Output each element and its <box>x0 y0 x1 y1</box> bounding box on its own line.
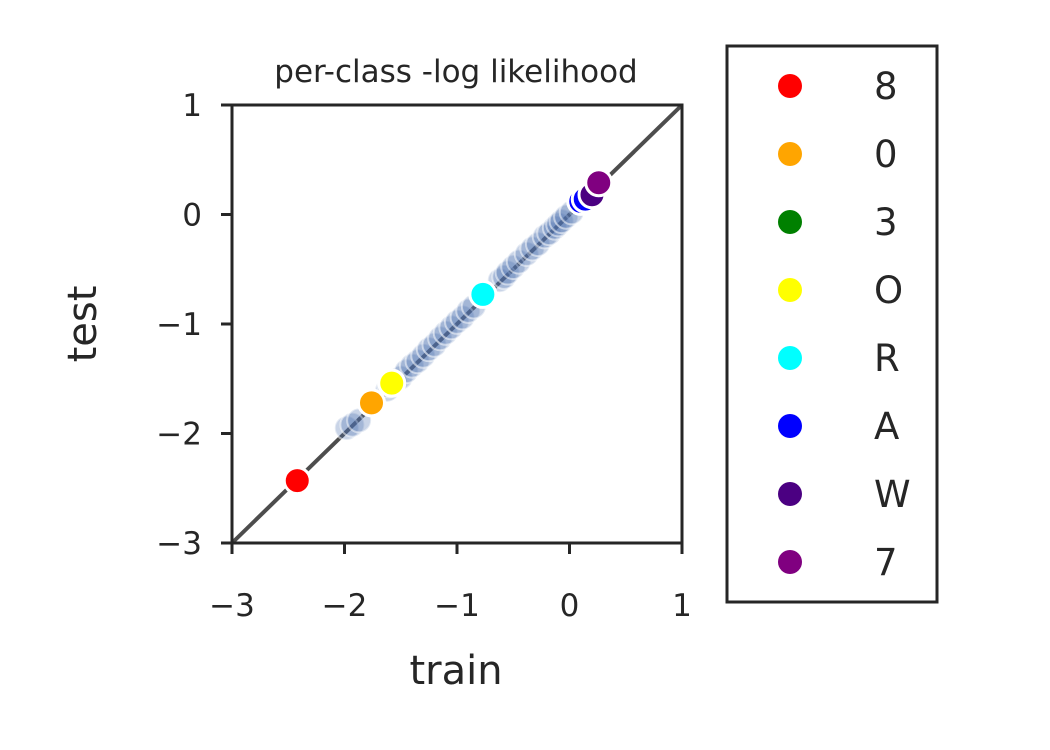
legend-label: O <box>874 269 903 312</box>
legend-label: A <box>874 405 899 448</box>
point-class-4 <box>468 279 498 309</box>
x-axis-ticks: −3 −2 −1 0 1 <box>209 543 692 624</box>
y-axis-label: test <box>60 286 106 363</box>
y-tick-label: 0 <box>182 198 202 234</box>
legend-label: 3 <box>874 201 898 244</box>
y-tick-label: 1 <box>182 88 202 124</box>
x-tick-label: −1 <box>434 588 480 624</box>
y-tick-label: −3 <box>156 526 202 562</box>
legend-marker <box>778 142 802 166</box>
legend-marker <box>778 482 802 506</box>
legend-marker <box>778 550 802 574</box>
point-class-0 <box>282 466 312 496</box>
legend-marker <box>778 346 802 370</box>
legend-marker <box>778 414 802 438</box>
background-point <box>505 248 532 275</box>
y-axis-ticks: −3 −2 −1 0 1 <box>156 88 232 562</box>
legend-label: 8 <box>874 65 898 108</box>
legend-marker <box>778 210 802 234</box>
x-tick-label: −2 <box>322 588 368 624</box>
x-tick-label: 1 <box>672 588 692 624</box>
chart-title: per-class -log likelihood <box>274 54 637 90</box>
legend-marker <box>778 74 802 98</box>
x-tick-label: −3 <box>209 588 255 624</box>
legend-label: R <box>874 337 900 380</box>
legend-label: 0 <box>874 133 898 176</box>
x-tick-label: 0 <box>560 588 580 624</box>
point-class-3 <box>377 368 407 398</box>
legend-marker <box>778 278 802 302</box>
series-points-layer <box>282 168 614 496</box>
y-tick-label: −2 <box>156 417 202 453</box>
x-axis-label: train <box>409 648 502 694</box>
legend-label: W <box>874 473 911 516</box>
point-class-1 <box>357 388 386 418</box>
background-point <box>548 208 575 235</box>
y-tick-label: −1 <box>156 307 202 343</box>
legend-label: 7 <box>874 541 898 584</box>
point-class-7 <box>584 168 614 198</box>
legend-frame <box>725 44 939 604</box>
